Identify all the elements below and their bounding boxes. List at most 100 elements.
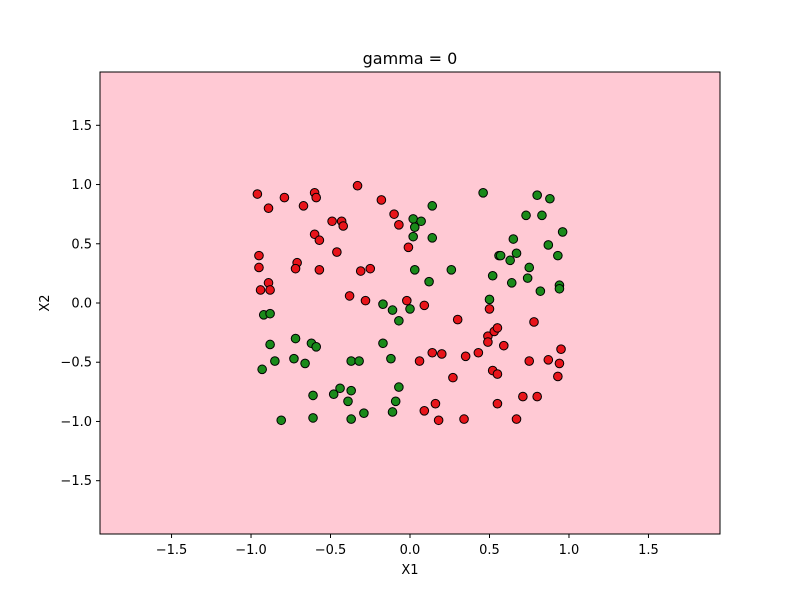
data-point [346,356,356,366]
data-point [452,314,463,325]
data-point [328,389,339,400]
y-tick-label: −1.5 [60,474,92,489]
data-point [252,189,263,199]
data-point [298,201,309,211]
data-point [311,192,322,203]
y-tick-label: 1.0 [71,178,92,193]
data-point [492,369,503,379]
data-point [265,308,275,319]
y-tick-label: −1.0 [60,415,92,430]
data-point [518,391,528,402]
data-point [394,315,404,326]
y-tick-label: 1.5 [71,119,92,134]
data-point [344,291,355,301]
data-point [553,250,563,261]
data-point [403,242,414,253]
y-tick-label: 0.0 [71,297,92,312]
data-point [487,270,498,281]
data-point [543,240,554,250]
data-point [254,262,264,273]
data-point [478,188,488,198]
data-point [360,295,371,306]
data-point [521,210,531,221]
data-point [532,391,542,402]
data-point [402,295,412,306]
y-tick-label: 0.5 [71,237,92,252]
data-point [276,415,287,426]
data-point [419,406,430,416]
data-point [543,355,554,365]
data-point [409,222,420,232]
data-point [265,285,275,295]
data-point [511,414,522,424]
data-point [524,262,535,273]
data-point [424,276,434,287]
data-point [506,278,517,288]
data-point [346,385,356,396]
data-point [346,414,356,424]
data-point [408,214,418,224]
data-point [389,209,399,219]
data-point [254,250,264,261]
x-tick-label: 0.0 [400,543,421,558]
data-point [484,304,495,314]
data-point [446,265,457,275]
data-point [332,247,342,257]
data-point [378,299,388,309]
data-point [505,255,515,266]
data-point [359,408,369,418]
data-point [394,220,404,230]
x-tick-label: 1.0 [559,543,580,558]
data-points [252,180,568,426]
data-point [483,337,493,347]
x-tick-label: −0.5 [315,543,347,558]
data-point [522,273,533,283]
y-tick-label: −0.5 [60,356,92,371]
data-point [355,266,366,276]
data-point [343,396,353,407]
y-axis-label: X2 [38,294,53,311]
data-point [255,285,266,295]
data-point [553,371,563,382]
data-point [376,195,387,205]
data-point [459,414,469,424]
data-point [532,190,542,200]
data-point [394,382,404,392]
data-point [535,286,546,296]
data-point [352,180,363,191]
data-point [419,300,430,311]
data-point [300,358,310,369]
data-point [554,358,565,369]
data-point [498,340,509,351]
chart-title: gamma = 0 [363,49,458,68]
data-point [405,304,415,314]
data-point [484,294,495,305]
data-point [311,342,322,352]
data-point [545,193,555,204]
data-point [427,233,438,243]
data-point [537,210,547,221]
data-point [529,317,539,327]
data-point [433,415,444,426]
data-point [387,305,398,315]
data-point [308,413,318,423]
data-point [387,407,398,417]
data-point [263,203,274,214]
data-point [338,221,349,231]
x-axis-ticks: −1.5 −1.0 −0.5 0.0 0.5 1.0 1.5 [156,534,659,558]
data-point [354,356,364,366]
data-point [524,356,535,366]
data-point [492,398,503,409]
x-tick-label: 1.5 [638,543,659,558]
data-point [511,248,522,259]
data-point [460,351,471,362]
data-point [279,192,290,203]
data-point [289,353,299,364]
data-point [314,265,325,275]
data-point [416,216,426,227]
data-point [556,344,566,355]
data-point [257,364,267,375]
x-tick-label: −1.5 [156,543,188,558]
data-point [436,349,447,359]
